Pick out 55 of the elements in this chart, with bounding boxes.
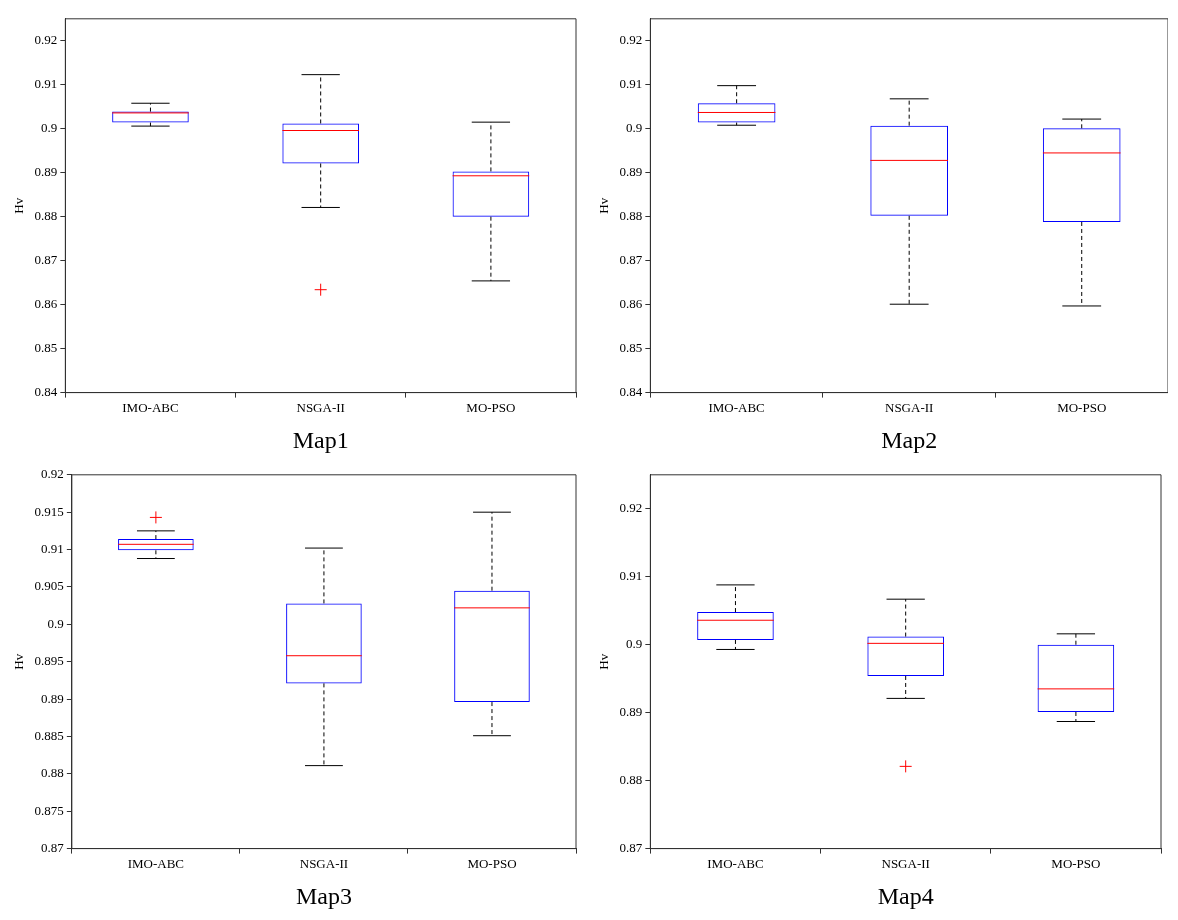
- y-tick-label: 0.92: [619, 32, 643, 48]
- x-tick-label: MO-PSO: [466, 399, 516, 415]
- y-tick-label: 0.89: [619, 704, 643, 720]
- x-axis-title: Map3: [295, 882, 352, 909]
- y-tick-label: 0.87: [41, 840, 65, 856]
- y-tick-label: 0.9: [47, 615, 64, 631]
- x-tick-label: IMO-ABC: [127, 855, 185, 871]
- y-tick-label: 0.87: [619, 840, 643, 856]
- y-tick-label: 0.86: [34, 296, 58, 312]
- y-tick-label: 0.875: [34, 802, 64, 818]
- y-tick-label: 0.905: [34, 578, 64, 594]
- y-tick-label: 0.85: [34, 340, 58, 356]
- x-axis-title: Map2: [881, 426, 938, 453]
- y-tick-label: 0.88: [619, 772, 643, 788]
- x-axis-title: Map1: [292, 426, 349, 453]
- y-tick-label: 0.89: [41, 690, 64, 706]
- y-tick-label: 0.92: [34, 32, 58, 48]
- y-tick-label: 0.89: [619, 164, 643, 180]
- y-axis-title: Hv: [11, 197, 27, 214]
- y-tick-label: 0.88: [619, 208, 643, 224]
- x-tick-label: NSGA-II: [296, 399, 345, 415]
- x-tick-label: MO-PSO: [1057, 399, 1107, 415]
- x-tick-label: NSGA-II: [299, 855, 349, 871]
- x-axis-title: Map4: [877, 882, 934, 909]
- y-tick-label: 0.88: [34, 208, 58, 224]
- y-tick-label: 0.86: [619, 296, 643, 312]
- y-tick-label: 0.91: [34, 76, 58, 92]
- x-tick-label: NSGA-II: [881, 855, 930, 871]
- y-tick-label: 0.87: [619, 252, 643, 268]
- x-tick-label: IMO-ABC: [122, 399, 179, 415]
- y-tick-label: 0.84: [619, 384, 643, 400]
- x-tick-label: MO-PSO: [1051, 855, 1101, 871]
- y-tick-label: 0.9: [41, 120, 58, 136]
- y-tick-label: 0.84: [34, 384, 58, 400]
- y-tick-label: 0.9: [626, 120, 643, 136]
- y-tick-label: 0.91: [619, 76, 643, 92]
- y-tick-label: 0.895: [34, 653, 64, 669]
- y-tick-label: 0.92: [41, 466, 64, 482]
- y-tick-label: 0.91: [41, 540, 64, 556]
- x-tick-label: MO-PSO: [467, 855, 517, 871]
- x-tick-label: IMO-ABC: [708, 399, 765, 415]
- y-tick-label: 0.885: [34, 727, 64, 743]
- x-tick-label: NSGA-II: [884, 399, 934, 415]
- y-tick-label: 0.88: [41, 765, 64, 781]
- x-tick-label: IMO-ABC: [707, 855, 764, 871]
- y-tick-label: 0.91: [619, 568, 643, 584]
- y-axis-title: Hv: [596, 653, 612, 670]
- y-tick-label: 0.9: [626, 636, 643, 652]
- y-tick-label: 0.85: [619, 340, 643, 356]
- y-tick-label: 0.915: [34, 503, 64, 519]
- y-tick-label: 0.89: [34, 164, 58, 180]
- y-tick-label: 0.92: [619, 500, 643, 516]
- y-axis-title: Hv: [11, 653, 27, 670]
- y-tick-label: 0.87: [34, 252, 58, 268]
- y-axis-title: Hv: [596, 197, 612, 214]
